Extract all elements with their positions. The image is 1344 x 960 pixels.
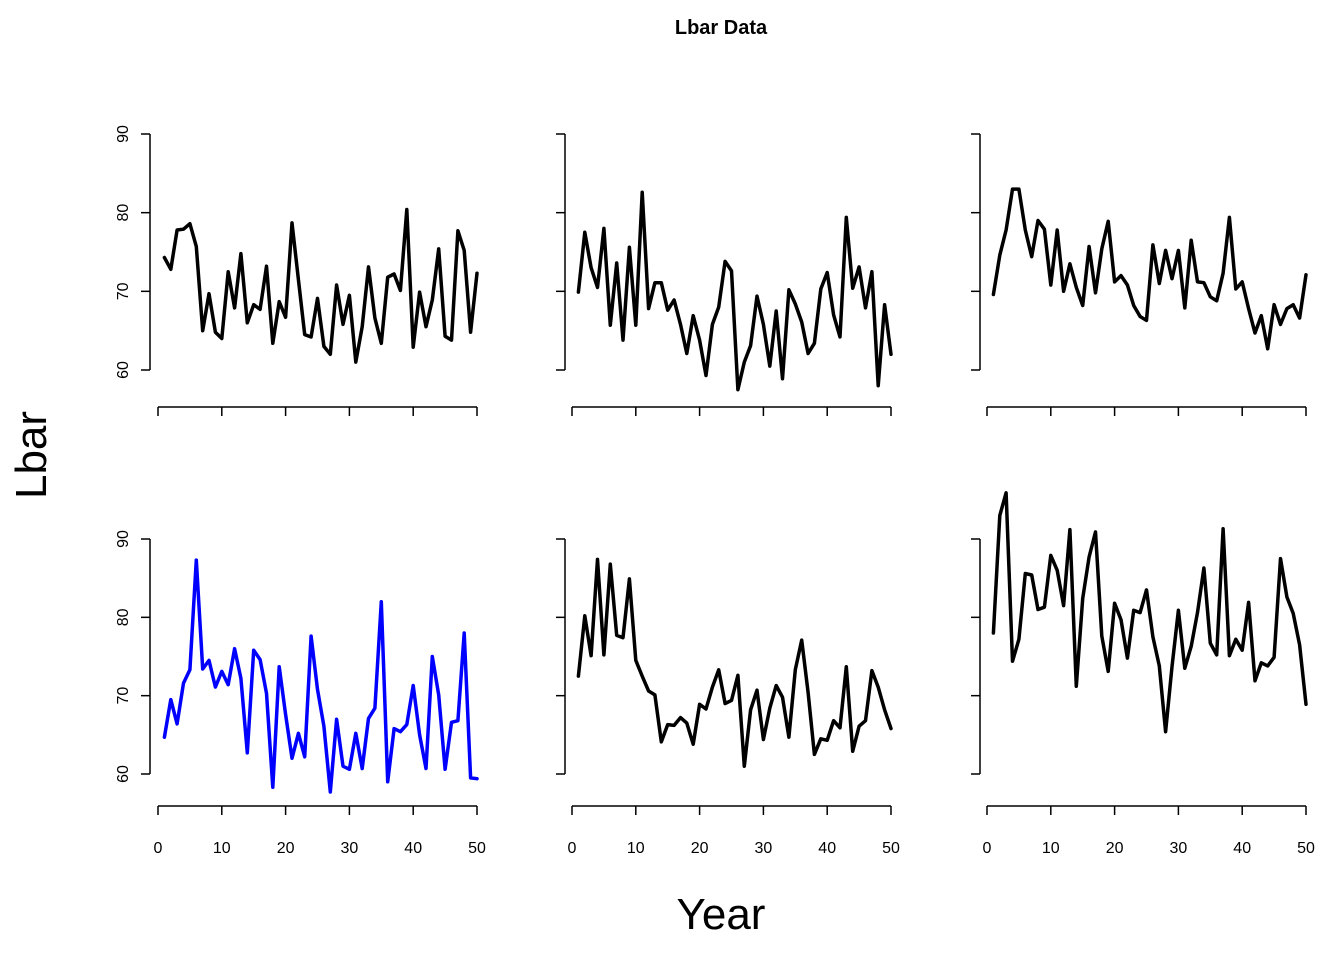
x-tick-label: 50 bbox=[468, 840, 486, 857]
x-tick-label: 0 bbox=[983, 840, 992, 857]
y-tick-label: 90 bbox=[115, 530, 132, 548]
x-tick-label: 0 bbox=[568, 840, 577, 857]
panels-group: 60 70 80 90 60 70 80 90 0 10 20 30 40 50 0 10 20 30 40 50 0 1… bbox=[115, 125, 1315, 857]
x-tick-label: 30 bbox=[1170, 840, 1188, 857]
x-tick-label: 30 bbox=[755, 840, 773, 857]
panel-row-1-col-1: 60 70 80 90 bbox=[115, 125, 479, 416]
x-tick-label: 50 bbox=[1297, 840, 1315, 857]
series-line bbox=[576, 190, 893, 392]
y-tick-label: 80 bbox=[115, 608, 132, 626]
y-tick-label: 60 bbox=[115, 361, 132, 379]
series-line bbox=[991, 187, 1308, 351]
figure-title: Lbar Data bbox=[675, 17, 768, 39]
x-tick-label: 0 bbox=[154, 840, 163, 857]
x-tick-label: 10 bbox=[627, 840, 645, 857]
y-tick-label: 80 bbox=[115, 204, 132, 222]
series-line bbox=[162, 558, 479, 794]
y-tick-label: 70 bbox=[115, 687, 132, 705]
x-tick-label: 40 bbox=[818, 840, 836, 857]
x-axis-label: Year bbox=[677, 890, 766, 939]
x-tick-label: 50 bbox=[882, 840, 900, 857]
panel-row-2-col-3: 0 10 20 30 40 50 bbox=[971, 491, 1315, 857]
x-tick-label: 20 bbox=[691, 840, 709, 857]
series-line bbox=[576, 557, 893, 768]
panel-row-2-col-1: 60 70 80 90 0 10 20 30 40 50 bbox=[115, 530, 486, 857]
x-tick-label: 20 bbox=[1106, 840, 1124, 857]
panel-row-1-col-2 bbox=[556, 133, 893, 416]
series-line bbox=[162, 207, 479, 364]
y-axis-label: Lbar bbox=[7, 411, 56, 499]
series-line bbox=[991, 491, 1308, 734]
x-tick-label: 20 bbox=[277, 840, 295, 857]
panel-row-2-col-2: 0 10 20 30 40 50 bbox=[556, 538, 900, 857]
panel-row-1-col-3 bbox=[971, 133, 1308, 416]
x-tick-label: 10 bbox=[213, 840, 231, 857]
y-tick-label: 90 bbox=[115, 125, 132, 143]
x-tick-label: 10 bbox=[1042, 840, 1060, 857]
x-tick-label: 40 bbox=[404, 840, 422, 857]
x-tick-label: 30 bbox=[341, 840, 359, 857]
x-tick-label: 40 bbox=[1233, 840, 1251, 857]
y-tick-label: 60 bbox=[115, 765, 132, 783]
y-tick-label: 70 bbox=[115, 282, 132, 300]
